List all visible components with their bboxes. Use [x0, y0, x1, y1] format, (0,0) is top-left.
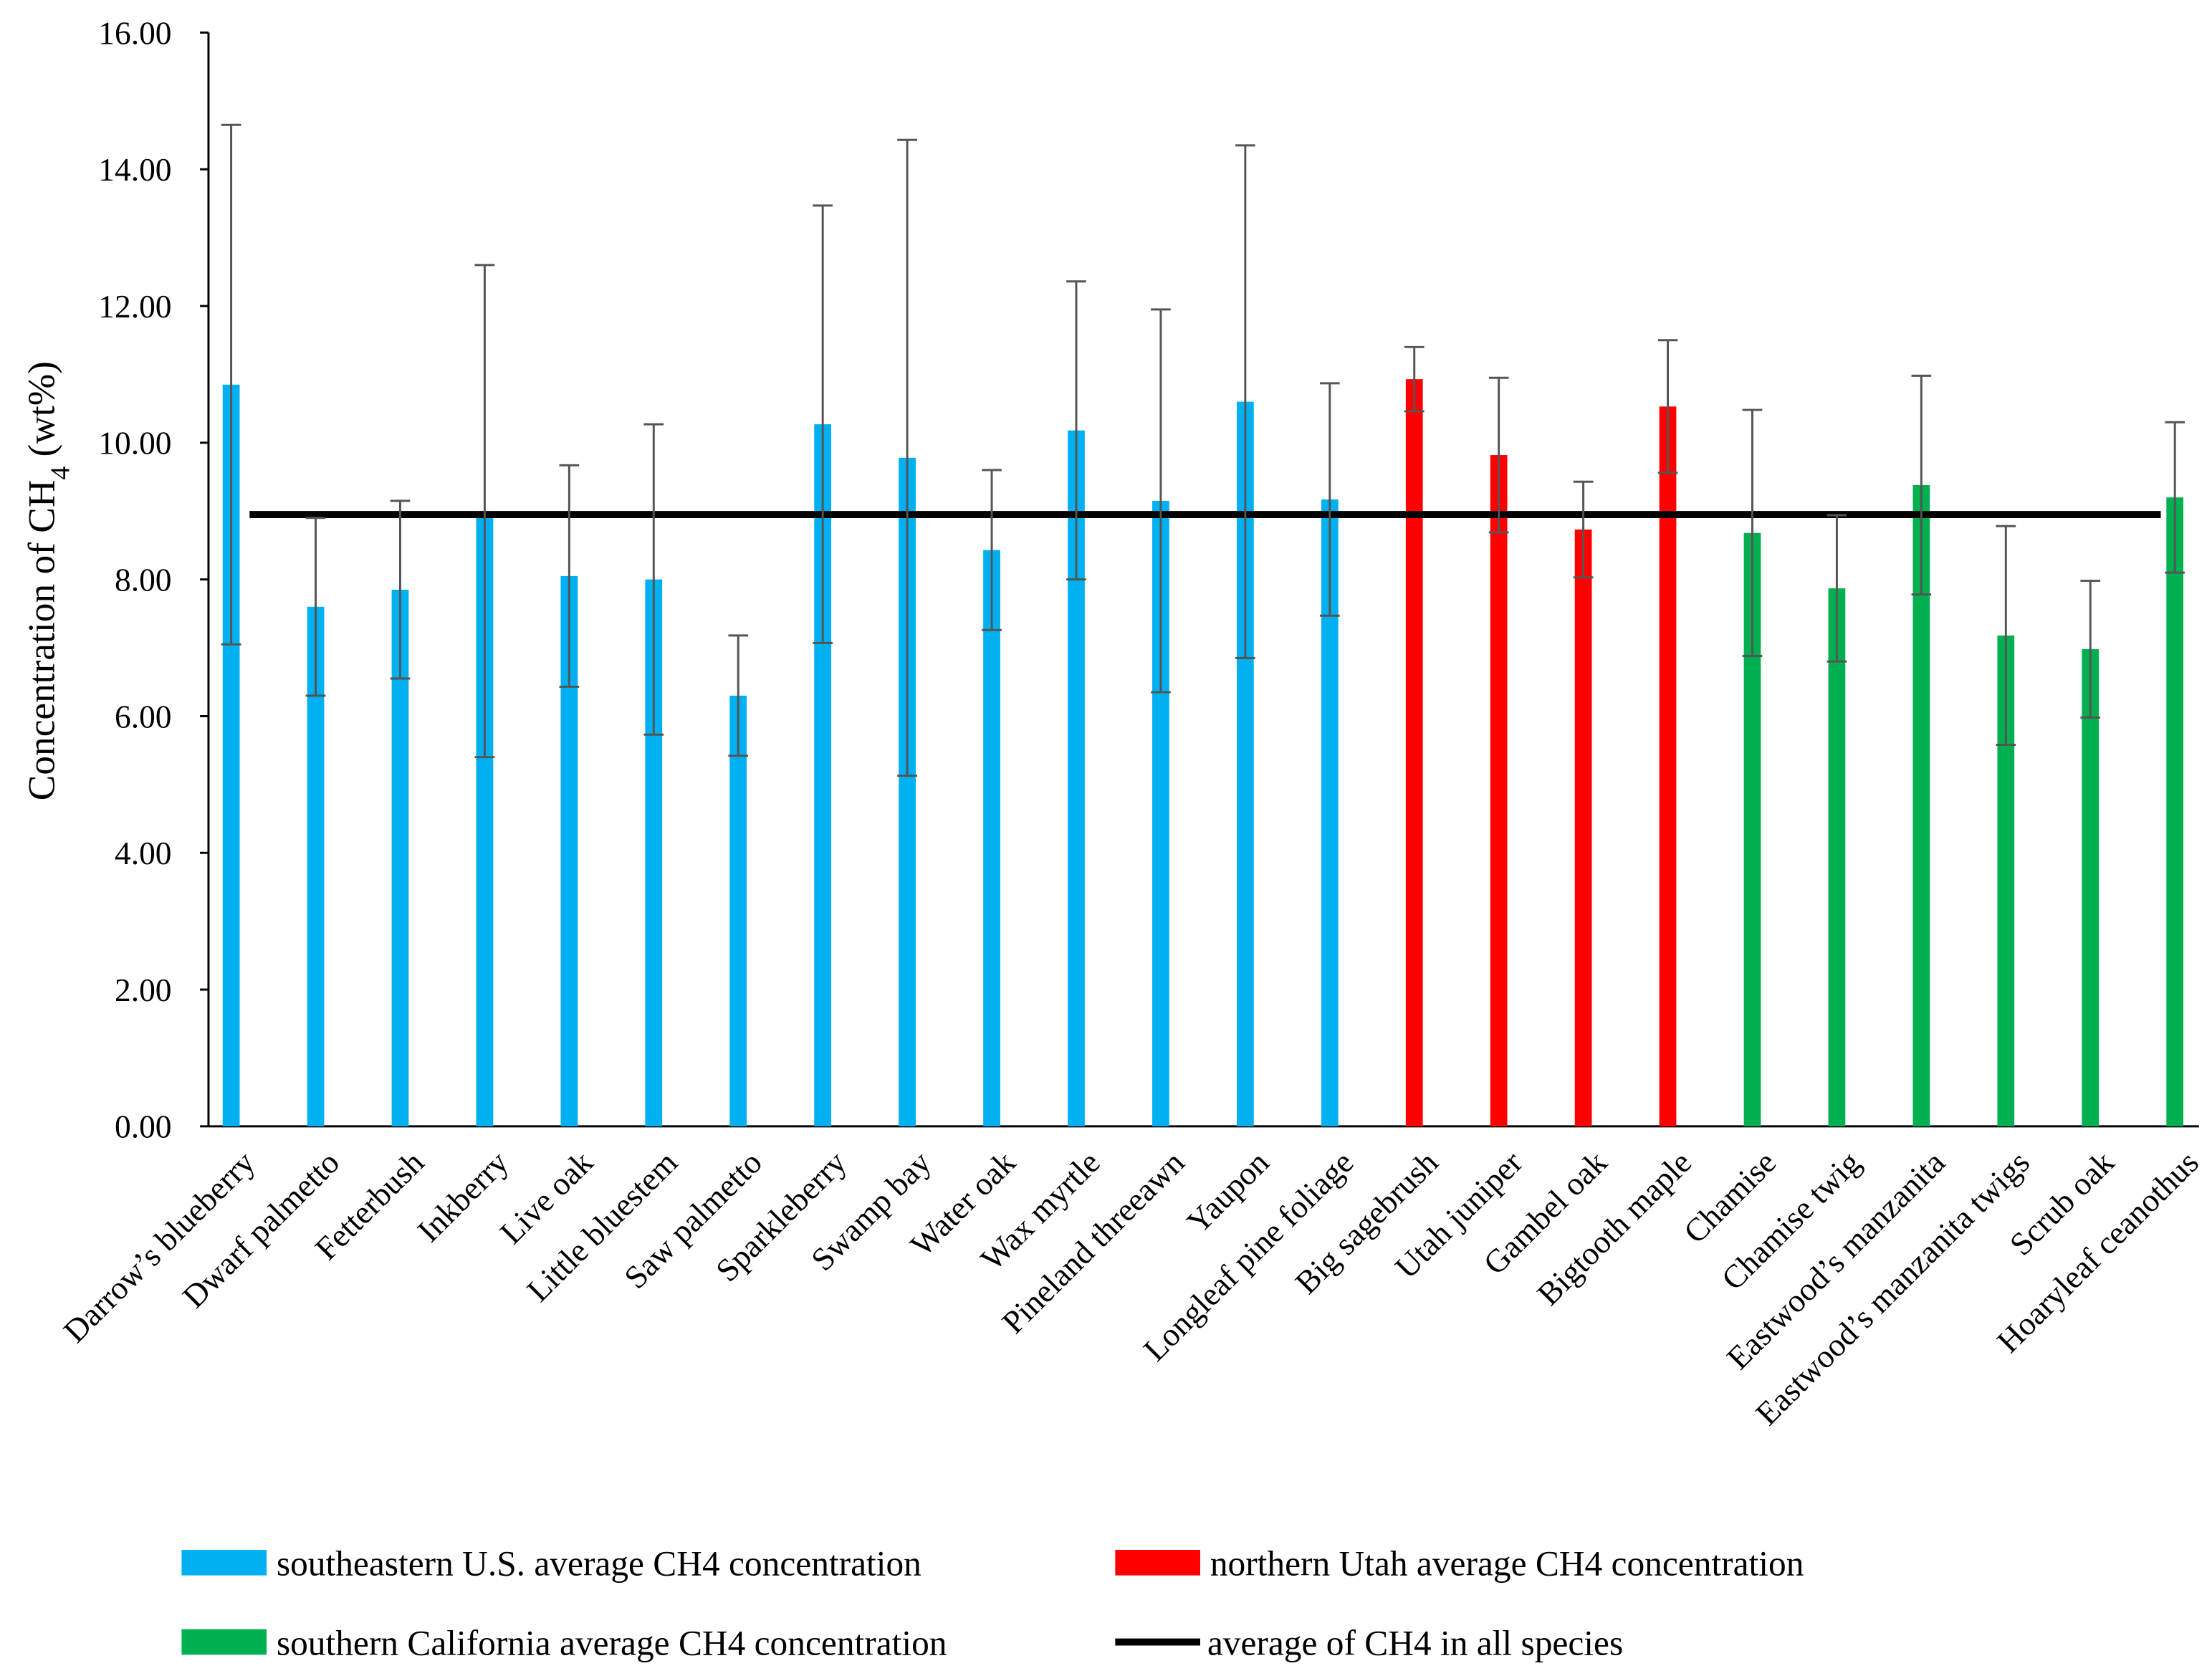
- bar: [307, 606, 325, 1126]
- bar: [2166, 497, 2184, 1126]
- legend-label: southeastern U.S. average CH4 concentrat…: [277, 1544, 921, 1584]
- error-bar: [1066, 280, 1086, 581]
- error-bar: [1319, 382, 1340, 617]
- y-tick-label: 16.00: [98, 14, 171, 51]
- y-axis-title-part: Concentration of CH: [19, 480, 62, 801]
- y-axis-title-part: (wt%): [19, 361, 62, 466]
- bar: [1068, 430, 1085, 1126]
- bar: [476, 511, 494, 1126]
- error-bar: [1235, 144, 1255, 659]
- error-bar: [2080, 580, 2101, 719]
- bar: [560, 575, 578, 1126]
- y-tick-label: 0.00: [115, 1108, 172, 1145]
- error-bar: [1742, 408, 1763, 657]
- bar: [1997, 635, 2015, 1126]
- bar: [1828, 588, 1846, 1126]
- error-bar: [982, 469, 1002, 631]
- y-tick-label: 12.00: [98, 288, 171, 325]
- bar: [645, 579, 663, 1126]
- legend-label: average of CH4 in all species: [1207, 1623, 1623, 1662]
- bar: [814, 424, 832, 1126]
- bar: [899, 457, 916, 1126]
- error-bar: [1573, 480, 1594, 579]
- y-axis-title: Concentration of CH4 (wt%): [19, 361, 75, 800]
- bar: [1574, 530, 1592, 1126]
- error-bar: [643, 423, 664, 736]
- error-bar: [559, 464, 580, 688]
- legend-swatch: [1115, 1550, 1200, 1576]
- y-tick-label: 14.00: [98, 151, 171, 188]
- error-bar: [728, 634, 749, 757]
- bar: [2082, 648, 2100, 1126]
- error-bar: [221, 123, 241, 646]
- bar: [1659, 406, 1677, 1126]
- legend-label: southern California average CH4 concentr…: [277, 1623, 947, 1662]
- bar: [1490, 455, 1508, 1126]
- y-tick-label: 6.00: [115, 698, 172, 734]
- legend-label: northern Utah average CH4 concentration: [1210, 1544, 1804, 1584]
- bar: [729, 695, 747, 1126]
- error-bar: [1657, 339, 1678, 474]
- error-bar: [2165, 421, 2185, 574]
- error-bar: [813, 204, 833, 644]
- y-tick-label: 8.00: [115, 561, 172, 598]
- error-bar: [1151, 308, 1171, 694]
- y-tick-label: 4.00: [115, 835, 172, 871]
- bar: [1912, 485, 1930, 1126]
- y-tick-label: 10.00: [98, 425, 171, 461]
- error-bar: [474, 264, 495, 759]
- error-bar: [1826, 514, 1847, 663]
- bar: [222, 384, 240, 1126]
- legend-swatch: [181, 1550, 267, 1576]
- x-tick-label: Inkberry: [410, 1144, 515, 1249]
- bar: [391, 589, 409, 1126]
- error-bar: [1404, 345, 1425, 413]
- bar: [1152, 500, 1169, 1126]
- error-bar: [1488, 376, 1509, 534]
- bar: [1321, 499, 1339, 1126]
- bar: [1743, 532, 1761, 1126]
- error-bar: [897, 138, 917, 777]
- y-tick-label: 2.00: [115, 972, 172, 1008]
- y-axis-title-part: 4: [46, 466, 75, 480]
- error-bar: [305, 517, 326, 697]
- legend-swatch: [181, 1629, 267, 1655]
- bar: [1405, 379, 1423, 1126]
- error-bar: [1996, 525, 2016, 747]
- bar: [1236, 401, 1254, 1126]
- error-bar: [1911, 374, 1932, 596]
- error-bar: [390, 499, 411, 680]
- bar: [983, 550, 1000, 1126]
